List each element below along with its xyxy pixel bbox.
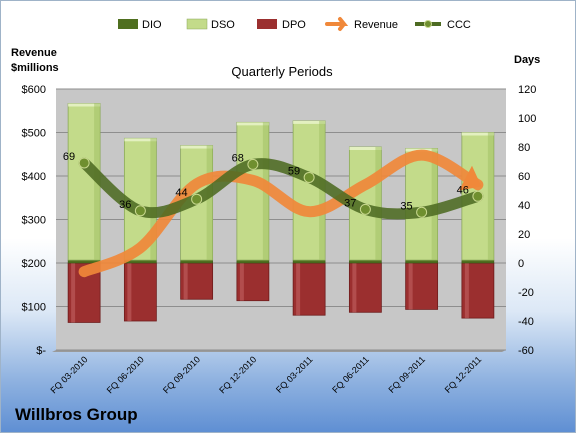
right-tick-label: -20	[518, 287, 534, 299]
dio-bar	[180, 259, 213, 264]
ccc-marker	[78, 157, 90, 169]
legend-label-ccc: CCC	[447, 19, 471, 31]
left-tick-label: $600	[22, 84, 46, 96]
dso-bar-shade	[206, 145, 213, 261]
revenue-line	[78, 149, 484, 278]
dio-bar	[461, 259, 495, 264]
dso-bar-top	[124, 138, 157, 142]
ccc-data-label: 44	[175, 187, 187, 199]
ccc-marker	[191, 193, 203, 205]
x-tick-label: FQ 06-2011	[330, 354, 371, 395]
plot-title: Quarterly Periods	[231, 64, 333, 79]
dso-bar-shade	[375, 147, 382, 261]
dso-bar-top	[461, 132, 494, 136]
left-tick-label: $100	[22, 302, 46, 314]
dio-bar	[405, 259, 438, 264]
dio-bar	[292, 259, 326, 264]
x-tick-label: FQ 03-2011	[274, 354, 315, 395]
x-tick-label: FQ 03-2010	[49, 354, 90, 395]
x-tick-label: FQ 09-2011	[386, 354, 427, 395]
dso-bar-shade	[487, 132, 494, 261]
ccc-marker	[247, 158, 259, 170]
legend: DIO DSO DPO Revenue CCC	[118, 17, 471, 31]
right-tick-label: 80	[518, 142, 530, 154]
right-tick-label: 20	[518, 229, 530, 241]
right-tick-label: -40	[518, 316, 534, 328]
dpo-bar-highlight	[71, 263, 76, 323]
revenue-arrowhead	[458, 165, 482, 191]
left-axis-title-line1: Revenue	[11, 47, 57, 59]
legend-swatch-ccc-marker	[424, 20, 432, 28]
legend-swatch-revenue	[325, 17, 349, 31]
right-tick-label: 120	[518, 84, 536, 96]
dpo-bar-highlight	[408, 263, 413, 310]
ccc-marker	[359, 203, 371, 215]
dio-bar	[236, 259, 270, 264]
dio-bar	[349, 259, 382, 264]
right-axis-title: Days	[514, 54, 540, 66]
ccc-data-label: 37	[344, 197, 356, 209]
dpo-bar-highlight	[239, 263, 244, 301]
ccc-marker	[472, 190, 484, 202]
legend-swatch-dio	[118, 19, 138, 29]
left-tick-label: $200	[22, 258, 46, 270]
dso-bar-shade	[150, 138, 157, 261]
right-tick-label: 100	[518, 113, 536, 125]
right-tick-label: 0	[518, 258, 524, 270]
x-tick-label: FQ 09-2010	[161, 354, 202, 395]
x-tick-label: FQ 12-2010	[217, 354, 258, 395]
ccc-data-label: 69	[63, 151, 75, 163]
ccc-marker	[134, 205, 146, 217]
dso-bar-top	[236, 122, 269, 126]
right-tick-label: 40	[518, 200, 530, 212]
dso-bar-top	[180, 145, 213, 149]
ccc-data-label: 35	[400, 200, 412, 212]
dpo-bar-highlight	[296, 263, 301, 316]
legend-label-dio: DIO	[142, 19, 162, 31]
legend-label-dpo: DPO	[282, 19, 306, 31]
plot-area: $- $100 $200 $300 $400 $500 $600 -60 -40 -20 0 20 40…	[22, 84, 537, 395]
dso-bar-top	[68, 103, 101, 107]
legend-label-dso: DSO	[211, 19, 235, 31]
left-tick-label: $300	[22, 215, 46, 227]
left-tick-label: $400	[22, 171, 46, 183]
ccc-data-label: 46	[457, 184, 469, 196]
ccc-marker	[416, 206, 428, 218]
ccc-data-label: 68	[232, 152, 244, 164]
legend-swatch-dpo	[257, 19, 277, 29]
ccc-data-label: 36	[119, 199, 131, 211]
x-tick-label: FQ 12-2011	[443, 354, 484, 395]
dpo-bar-highlight	[127, 263, 132, 321]
left-axis-title-line2: $millions	[11, 62, 59, 74]
ccc-data-label: 59	[288, 165, 300, 177]
dso-bar-top	[349, 147, 382, 150]
dso-bar-top	[293, 120, 326, 124]
left-tick-label: $-	[36, 345, 46, 357]
right-tick-label: 60	[518, 171, 530, 183]
legend-swatch-dso	[186, 18, 208, 30]
x-tick-label: FQ 06-2010	[105, 354, 146, 395]
right-tick-label: -60	[518, 345, 534, 357]
company-name: Willbros Group	[15, 405, 138, 424]
ccc-marker	[303, 171, 315, 183]
left-tick-label: $500	[22, 128, 46, 140]
legend-label-revenue: Revenue	[354, 19, 398, 31]
dpo-bar-highlight	[183, 263, 188, 300]
dpo-bar-highlight	[352, 263, 357, 313]
dpo-bar-highlight	[464, 263, 469, 319]
